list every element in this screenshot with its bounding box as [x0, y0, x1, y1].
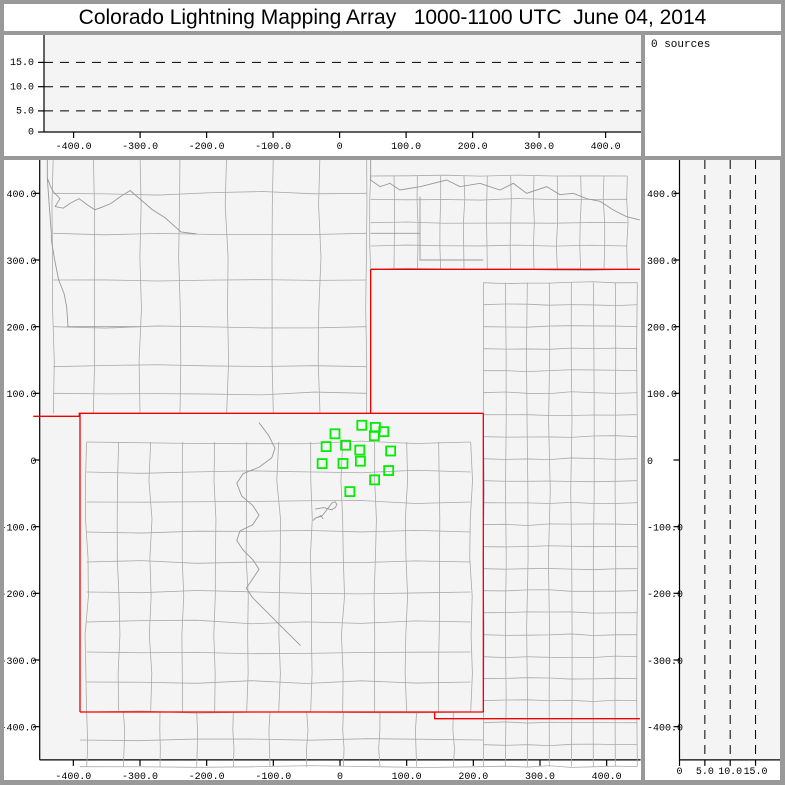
- svg-text:-300.0: -300.0: [4, 655, 37, 666]
- svg-text:-400.0: -400.0: [647, 722, 683, 733]
- svg-text:300.0: 300.0: [647, 255, 677, 266]
- svg-text:300.0: 300.0: [524, 142, 554, 153]
- svg-text:-300.0: -300.0: [122, 142, 158, 153]
- svg-text:100.0: 100.0: [647, 389, 677, 400]
- svg-text:0: 0: [677, 766, 683, 777]
- svg-text:5.0: 5.0: [696, 766, 714, 777]
- svg-text:400.0: 400.0: [7, 189, 37, 200]
- svg-text:200.0: 200.0: [458, 142, 488, 153]
- svg-text:15.0: 15.0: [10, 58, 34, 69]
- svg-text:-300.0: -300.0: [122, 771, 158, 781]
- svg-text:0: 0: [28, 128, 34, 139]
- svg-text:400.0: 400.0: [591, 142, 621, 153]
- svg-text:0: 0: [337, 142, 343, 153]
- svg-text:0: 0: [337, 771, 343, 781]
- svg-text:400.0: 400.0: [592, 771, 622, 781]
- svg-text:100.0: 100.0: [7, 389, 37, 400]
- svg-text:-100.0: -100.0: [4, 522, 37, 533]
- svg-text:-400.0: -400.0: [4, 722, 37, 733]
- svg-text:-400.0: -400.0: [55, 771, 91, 781]
- svg-text:10.0: 10.0: [10, 82, 34, 93]
- svg-text:0: 0: [30, 455, 36, 466]
- svg-text:200.0: 200.0: [647, 322, 677, 333]
- svg-text:100.0: 100.0: [391, 142, 421, 153]
- svg-text:15.0: 15.0: [744, 766, 768, 777]
- svg-text:100.0: 100.0: [392, 771, 422, 781]
- svg-text:0: 0: [647, 455, 653, 466]
- svg-text:-200.0: -200.0: [647, 589, 683, 600]
- svg-text:-100.0: -100.0: [255, 142, 291, 153]
- svg-text:200.0: 200.0: [458, 771, 488, 781]
- svg-text:300.0: 300.0: [525, 771, 555, 781]
- svg-text:-200.0: -200.0: [189, 142, 225, 153]
- svg-text:-400.0: -400.0: [56, 142, 92, 153]
- svg-text:-100.0: -100.0: [255, 771, 291, 781]
- svg-text:5.0: 5.0: [16, 107, 34, 118]
- svg-text:-200.0: -200.0: [189, 771, 225, 781]
- svg-text:400.0: 400.0: [647, 189, 677, 200]
- svg-text:-300.0: -300.0: [647, 655, 683, 666]
- svg-text:10.0: 10.0: [719, 766, 743, 777]
- svg-text:200.0: 200.0: [7, 322, 37, 333]
- svg-text:-200.0: -200.0: [4, 589, 37, 600]
- svg-text:-100.0: -100.0: [647, 522, 683, 533]
- svg-text:300.0: 300.0: [7, 255, 37, 266]
